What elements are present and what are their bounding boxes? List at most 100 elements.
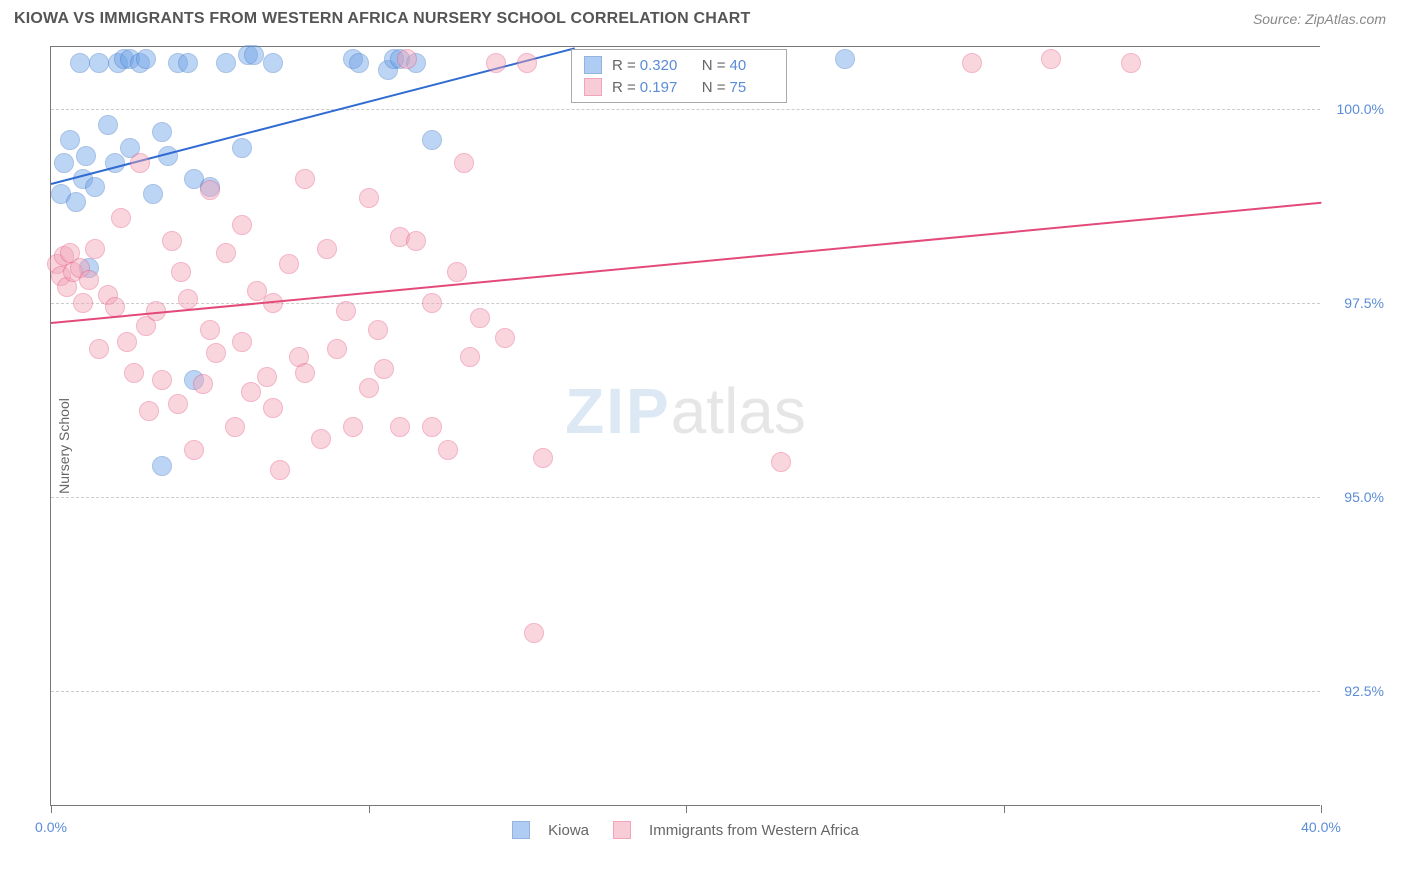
n-value: 75: [730, 79, 774, 96]
scatter-point: [374, 359, 394, 379]
legend: Kiowa Immigrants from Western Africa: [51, 821, 1320, 839]
gridline: [51, 109, 1320, 110]
gridline: [51, 691, 1320, 692]
scatter-point: [232, 138, 252, 158]
plot-area: ZIPatlas 92.5%95.0%97.5%100.0%0.0%40.0%R…: [50, 46, 1320, 806]
n-label: N =: [702, 57, 726, 74]
scatter-point: [454, 153, 474, 173]
scatter-point: [486, 53, 506, 73]
scatter-point: [279, 254, 299, 274]
scatter-point: [422, 130, 442, 150]
scatter-point: [263, 53, 283, 73]
scatter-point: [178, 289, 198, 309]
scatter-point: [178, 53, 198, 73]
scatter-point: [244, 45, 264, 65]
scatter-point: [162, 231, 182, 251]
r-value: 0.197: [640, 79, 684, 96]
page-title: KIOWA VS IMMIGRANTS FROM WESTERN AFRICA …: [14, 10, 750, 28]
scatter-point: [136, 49, 156, 69]
scatter-point: [327, 339, 347, 359]
r-value: 0.320: [640, 57, 684, 74]
scatter-point: [73, 293, 93, 313]
scatter-point: [368, 320, 388, 340]
stats-row: R =0.320N =40: [572, 54, 786, 76]
x-tick: [369, 805, 370, 813]
y-tick-label: 100.0%: [1326, 101, 1384, 117]
correlation-chart: Nursery School ZIPatlas 92.5%95.0%97.5%1…: [40, 46, 1390, 846]
scatter-point: [139, 401, 159, 421]
legend-item: Kiowa: [512, 821, 589, 839]
scatter-point: [152, 122, 172, 142]
scatter-point: [76, 146, 96, 166]
x-tick: [1321, 805, 1322, 813]
scatter-point: [171, 262, 191, 282]
scatter-point: [438, 440, 458, 460]
scatter-point: [124, 363, 144, 383]
scatter-point: [1041, 49, 1061, 69]
scatter-point: [193, 374, 213, 394]
scatter-point: [349, 53, 369, 73]
scatter-point: [54, 153, 74, 173]
watermark: ZIPatlas: [565, 374, 806, 448]
scatter-point: [60, 130, 80, 150]
scatter-point: [771, 452, 791, 472]
scatter-point: [359, 188, 379, 208]
n-value: 40: [730, 57, 774, 74]
x-tick: [686, 805, 687, 813]
scatter-point: [98, 115, 118, 135]
scatter-point: [397, 49, 417, 69]
scatter-point: [216, 243, 236, 263]
stats-row: R =0.197 N =75: [572, 76, 786, 98]
scatter-point: [257, 367, 277, 387]
scatter-point: [295, 363, 315, 383]
x-tick: [1004, 805, 1005, 813]
scatter-point: [168, 394, 188, 414]
watermark-zip: ZIP: [565, 375, 671, 447]
series-swatch: [584, 78, 602, 96]
y-tick-label: 95.0%: [1326, 489, 1384, 505]
legend-label: Immigrants from Western Africa: [649, 822, 859, 839]
scatter-point: [470, 308, 490, 328]
scatter-point: [225, 417, 245, 437]
scatter-point: [835, 49, 855, 69]
scatter-point: [216, 53, 236, 73]
scatter-point: [206, 343, 226, 363]
scatter-point: [152, 456, 172, 476]
scatter-point: [70, 53, 90, 73]
scatter-point: [460, 347, 480, 367]
scatter-point: [359, 378, 379, 398]
scatter-point: [130, 153, 150, 173]
scatter-point: [152, 370, 172, 390]
scatter-point: [263, 398, 283, 418]
scatter-point: [447, 262, 467, 282]
scatter-point: [111, 208, 131, 228]
scatter-point: [533, 448, 553, 468]
scatter-point: [390, 417, 410, 437]
scatter-point: [117, 332, 137, 352]
r-label: R =: [612, 79, 636, 96]
scatter-point: [85, 177, 105, 197]
x-tick: [51, 805, 52, 813]
scatter-point: [343, 417, 363, 437]
scatter-point: [495, 328, 515, 348]
scatter-point: [270, 460, 290, 480]
gridline: [51, 497, 1320, 498]
scatter-point: [66, 192, 86, 212]
scatter-point: [232, 332, 252, 352]
scatter-point: [311, 429, 331, 449]
watermark-atlas: atlas: [671, 375, 806, 447]
scatter-point: [962, 53, 982, 73]
scatter-point: [200, 180, 220, 200]
scatter-point: [184, 440, 204, 460]
scatter-point: [89, 339, 109, 359]
scatter-point: [517, 53, 537, 73]
legend-swatch: [512, 821, 530, 839]
scatter-point: [241, 382, 261, 402]
scatter-point: [524, 623, 544, 643]
legend-swatch: [613, 821, 631, 839]
scatter-point: [1121, 53, 1141, 73]
scatter-point: [317, 239, 337, 259]
scatter-point: [295, 169, 315, 189]
scatter-point: [422, 293, 442, 313]
n-label: N =: [702, 79, 726, 96]
